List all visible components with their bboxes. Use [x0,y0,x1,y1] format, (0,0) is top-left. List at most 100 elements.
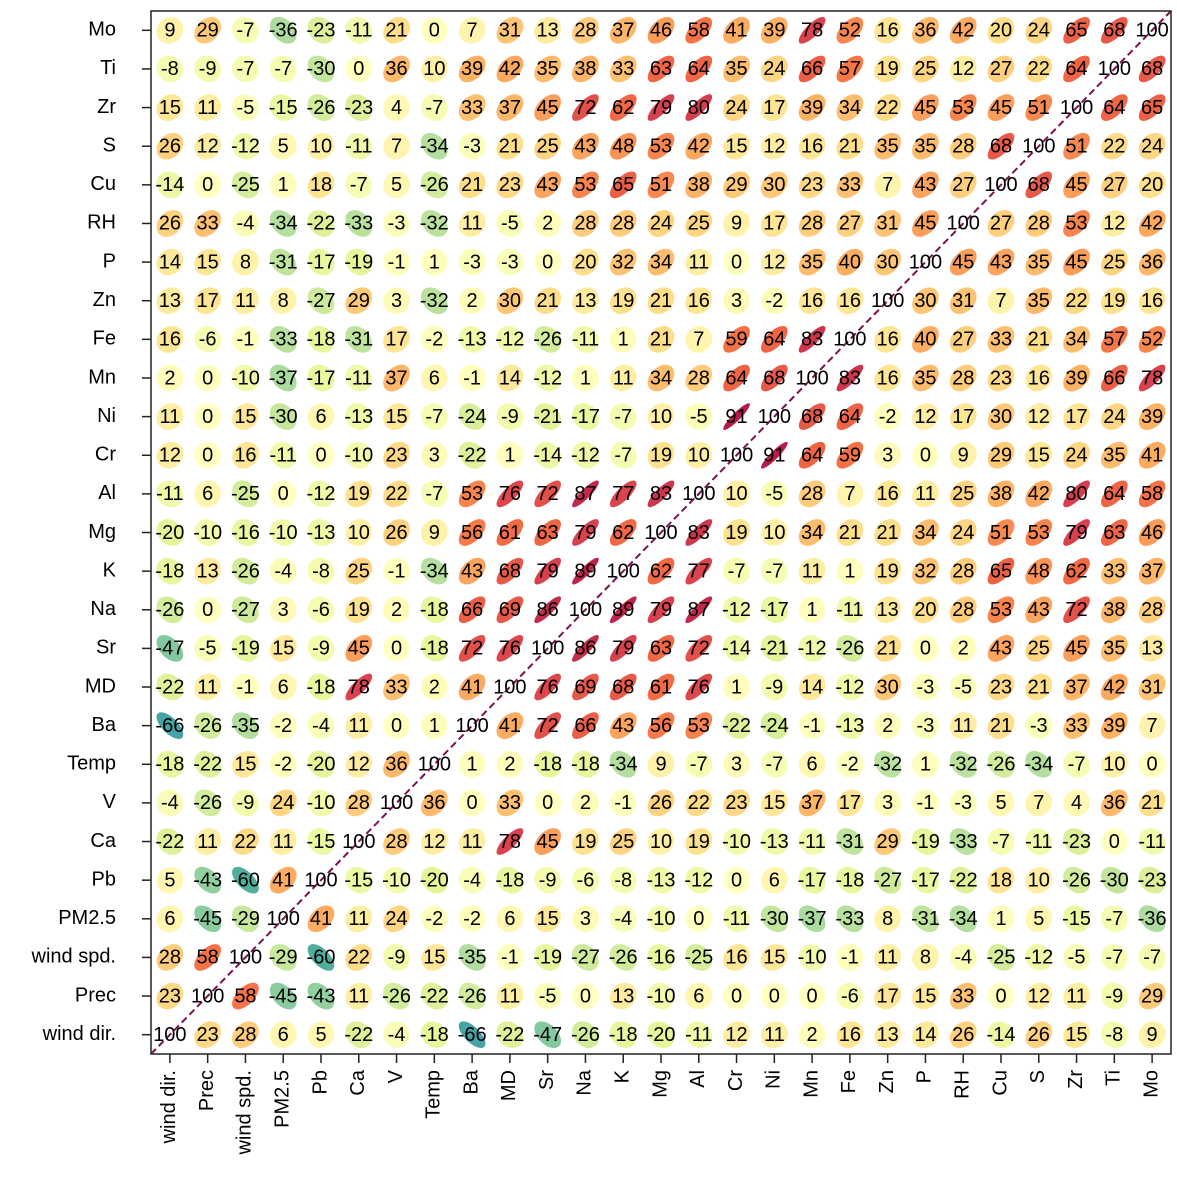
corr-ellipse [496,171,524,199]
corr-ellipse [194,866,222,894]
corr-value: -32 [420,213,449,235]
y-tick-label: S [103,134,116,156]
corr-ellipse [156,789,184,817]
corr-value: 27 [990,213,1012,235]
corr-value: -1 [841,947,859,969]
corr-value: -2 [765,290,783,312]
y-tick-label: MD [85,675,116,697]
corr-ellipse [1063,248,1090,276]
corr-value: -37 [269,367,298,389]
corr-value: -4 [388,1024,406,1046]
corr-value: 37 [1065,676,1087,698]
corr-ellipse [798,171,826,199]
corr-value: 7 [995,290,1006,312]
corr-ellipse [723,1021,750,1049]
corr-value: -25 [684,947,713,969]
corr-value: 19 [877,58,899,80]
corr-ellipse [685,132,713,160]
corr-value: 21 [839,522,861,544]
corr-ellipse [194,828,222,855]
x-tick-label: V [385,1069,407,1083]
corr-value: 15 [423,947,445,969]
corr-ellipse [609,132,637,160]
corr-ellipse [685,210,713,237]
corr-value: -35 [458,947,487,969]
corr-value: 13 [197,560,219,582]
corr-value: 40 [914,329,936,351]
corr-value: 28 [234,1024,256,1046]
corr-ellipse [307,1021,335,1049]
corr-value: 100 [758,406,791,428]
corr-value: 34 [1065,329,1087,351]
corr-ellipse [874,557,902,585]
corr-value: 43 [990,638,1012,660]
corr-ellipse [912,325,939,353]
corr-value: 64 [688,58,710,80]
corr-value: 17 [952,406,974,428]
corr-ellipse [798,519,826,546]
corr-value: -37 [798,908,827,930]
corr-value: 79 [537,560,559,582]
corr-value: -7 [1105,908,1123,930]
corr-ellipse [1100,16,1128,44]
corr-value: -35 [231,715,260,737]
corr-value: 6 [202,483,213,505]
corr-value: 64 [763,329,785,351]
corr-ellipse [345,16,373,44]
corr-ellipse [760,982,788,1010]
corr-ellipse [1025,287,1053,315]
corr-value: 10 [725,483,747,505]
corr-ellipse [458,55,486,83]
corr-value: 22 [385,483,407,505]
corr-ellipse [307,132,335,160]
corr-ellipse [647,750,675,778]
corr-ellipse [345,210,373,237]
corr-ellipse [798,673,826,701]
corr-value: 28 [952,367,974,389]
corr-ellipse [836,171,864,199]
corr-value: 100 [871,290,904,312]
corr-ellipse [912,557,939,585]
corr-value: 38 [1103,599,1125,621]
corr-value: 26 [650,792,672,814]
corr-value: 45 [952,251,974,273]
corr-value: 53 [688,715,710,737]
corr-value: 1 [618,329,629,351]
corr-ellipse [345,1021,373,1049]
corr-ellipse [987,982,1015,1010]
corr-value: -23 [1138,869,1167,891]
corr-ellipse [232,94,259,121]
corr-value: 23 [159,985,181,1007]
corr-value: -17 [911,869,940,891]
corr-ellipse [949,171,977,199]
corr-value: -14 [533,445,562,467]
corr-value: -33 [269,329,298,351]
corr-ellipse [572,171,599,199]
corr-value: -43 [193,869,222,891]
corr-ellipse [685,982,713,1010]
corr-value: 65 [612,174,634,196]
corr-ellipse [874,16,902,44]
corr-ellipse [383,673,410,701]
corr-ellipse [1138,364,1166,392]
corr-value: -66 [155,715,184,737]
corr-value: 12 [725,1024,747,1046]
corr-value: 58 [234,985,256,1007]
corr-value: 100 [455,715,488,737]
corr-value: -2 [274,715,292,737]
corr-ellipse [420,519,448,546]
corr-ellipse [647,210,675,237]
corr-ellipse [232,905,259,933]
corr-ellipse [194,132,222,160]
corr-ellipse [874,750,902,778]
corr-ellipse [760,325,788,353]
corr-ellipse [760,480,788,508]
corr-ellipse [307,441,335,469]
y-tick-label: Temp [67,753,116,775]
corr-ellipse [647,171,675,199]
corr-value: -16 [647,947,676,969]
corr-value: -27 [873,869,902,891]
corr-value: 41 [725,20,747,42]
corr-value: 9 [164,20,175,42]
corr-ellipse [194,789,222,817]
